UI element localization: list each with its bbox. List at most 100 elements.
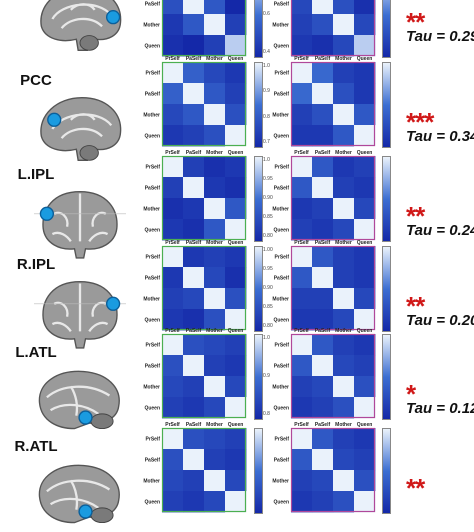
- x-tick-label: Mother: [335, 240, 352, 246]
- y-tick-label: Mother: [143, 113, 160, 119]
- y-tick-label: PrSelf: [275, 71, 290, 77]
- matrix-cell: [312, 267, 334, 289]
- matrix-cell: [312, 428, 334, 450]
- matrix-cell: [354, 376, 376, 398]
- matrix-cell: [162, 125, 184, 147]
- x-tick-label: PrSelf: [165, 240, 180, 246]
- significance-stars: **: [406, 7, 425, 37]
- y-tick-label: Mother: [272, 385, 289, 391]
- matrix-cell: [291, 14, 313, 36]
- y-tick-label: Mother: [272, 297, 289, 303]
- matrix-cell: [225, 470, 247, 492]
- matrix-cell: [312, 62, 334, 84]
- y-tick-label: PrSelf: [146, 437, 161, 443]
- matrix-cell: [183, 104, 205, 126]
- matrix-cell: [204, 428, 226, 450]
- matrix-cell: [312, 491, 334, 513]
- matrix-cell: [312, 470, 334, 492]
- matrix-cell: [204, 104, 226, 126]
- matrix-left-svg: PrSelf PrSelf PaSelf PaSelf Mother Mother Quee…: [143, 328, 247, 419]
- x-tick-label: PaSelf: [315, 240, 331, 246]
- matrix-cell: [225, 288, 247, 310]
- matrix-cell: [204, 376, 226, 398]
- matrix-cell: [354, 14, 376, 36]
- colorbar: [254, 334, 263, 420]
- matrix-cell: [333, 355, 355, 377]
- matrix-cell: [162, 470, 184, 492]
- matrix-cell: [312, 288, 334, 310]
- x-tick-label: PrSelf: [294, 422, 309, 428]
- matrix-cell: [312, 35, 334, 57]
- matrix-cell: [333, 83, 355, 105]
- region-label: R.IPL: [16, 256, 56, 273]
- matrix-cell: [312, 156, 334, 178]
- colorbar-tick-label: 0.9: [263, 88, 270, 95]
- matrix-cell: [312, 198, 334, 220]
- tau-value: Tau = 0.24: [406, 222, 474, 239]
- matrix-cell: [225, 125, 247, 147]
- matrix-cell: [291, 198, 313, 220]
- colorbar-tick-label: 0.9: [263, 373, 270, 379]
- matrix-cell: [354, 156, 376, 178]
- x-tick-label: Queen: [228, 150, 244, 156]
- x-tick-label: PaSelf: [186, 240, 202, 246]
- brain-image: [34, 186, 126, 260]
- brain-image: [34, 276, 126, 350]
- matrix-cell: [162, 14, 184, 36]
- matrix-cell: [183, 376, 205, 398]
- matrix-cell: [354, 355, 376, 377]
- x-tick-label: PaSelf: [186, 56, 202, 62]
- matrix-cell: [312, 246, 334, 268]
- matrix-cell: [204, 14, 226, 36]
- matrix-cell: [333, 62, 355, 84]
- colorbar-tick-label: 1.0: [263, 157, 270, 163]
- x-tick-label: PrSelf: [294, 328, 309, 334]
- matrix-cell: [312, 125, 334, 147]
- colorbar-tick-label: 0.85: [263, 214, 273, 220]
- matrix-cell: [333, 198, 355, 220]
- colorbar-tick-label: 1.0: [263, 63, 270, 69]
- colorbar-tick-label: 0.95: [263, 176, 273, 182]
- matrix-cell: [291, 125, 313, 147]
- matrix-cell: [183, 397, 205, 419]
- matrix-left-svg: PrSelf PrSelf PaSelf PaSelf Mother Mother Quee…: [143, 422, 247, 513]
- matrix-cell: [291, 334, 313, 356]
- similarity-matrix-right: PrSelfPrSelfPaSelfPaSelfMotherMotherQuee…: [272, 0, 376, 57]
- brain-sagittal-icon: [40, 0, 122, 51]
- y-tick-label: Queen: [144, 44, 160, 50]
- matrix-cell: [333, 156, 355, 178]
- y-tick-label: Queen: [273, 406, 289, 412]
- matrix-cell: [333, 0, 355, 15]
- y-tick-label: PaSelf: [274, 2, 290, 8]
- colorbar-tick-label: 0.85: [263, 304, 273, 310]
- matrix-cell: [225, 334, 247, 356]
- region-label: L.IPL: [17, 166, 55, 183]
- x-tick-label: PaSelf: [315, 422, 331, 428]
- matrix-cell: [225, 156, 247, 178]
- x-tick-label: PaSelf: [186, 150, 202, 156]
- x-tick-label: Mother: [335, 150, 352, 156]
- x-tick-label: Queen: [357, 150, 373, 156]
- matrix-cell: [333, 428, 355, 450]
- matrix-cell: [183, 14, 205, 36]
- matrix-cell: [291, 219, 313, 241]
- matrix-cell: [162, 376, 184, 398]
- matrix-cell: [354, 428, 376, 450]
- matrix-cell: [354, 246, 376, 268]
- matrix-cell: [162, 156, 184, 178]
- colorbar-tick-label: 1.00: [263, 247, 273, 253]
- matrix-left-svg: PrSelf PrSelf PaSelf PaSelf Mother Mother Quee…: [143, 240, 247, 331]
- y-tick-label: PaSelf: [145, 364, 161, 370]
- matrix-cell: [312, 0, 334, 15]
- matrix-cell: [162, 104, 184, 126]
- matrix-cell: [354, 309, 376, 331]
- colorbar: [254, 156, 263, 242]
- matrix-cell: [162, 397, 184, 419]
- y-tick-label: PaSelf: [274, 364, 290, 370]
- colorbar-tick-label: 0.80: [263, 233, 273, 239]
- y-tick-label: Queen: [273, 318, 289, 324]
- y-tick-label: PrSelf: [275, 255, 290, 261]
- matrix-cell: [291, 397, 313, 419]
